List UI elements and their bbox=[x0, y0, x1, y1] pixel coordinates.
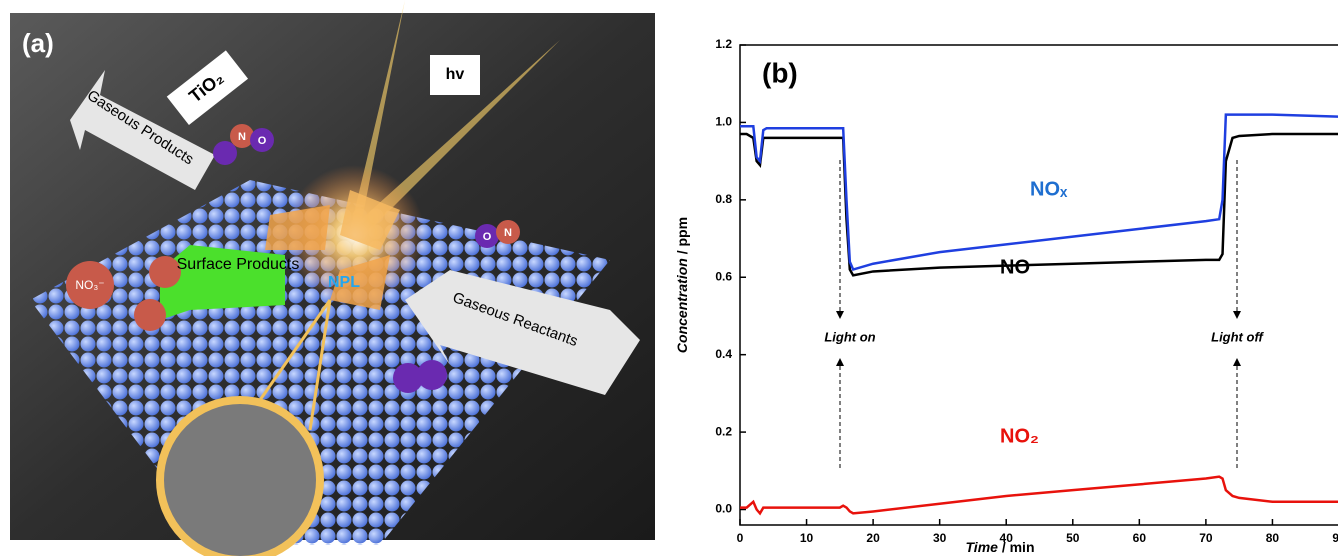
series-label: NO bbox=[1000, 256, 1030, 278]
inset-line bbox=[308, 299, 332, 431]
tem-inset bbox=[156, 396, 324, 556]
atom-label: N bbox=[504, 227, 512, 239]
x-tick-label: 60 bbox=[1133, 531, 1147, 545]
npl-label: NPL bbox=[328, 274, 360, 291]
x-tick-label: 50 bbox=[1066, 531, 1080, 545]
x-axis-unit: / min bbox=[1002, 539, 1035, 555]
y-tick-label: 1.2 bbox=[715, 37, 732, 51]
annotation: Light on bbox=[824, 329, 875, 344]
x-tick-label: 70 bbox=[1199, 531, 1213, 545]
x-tick-label: 80 bbox=[1266, 531, 1280, 545]
tio2-box bbox=[166, 50, 249, 125]
nanoplatelet bbox=[265, 205, 330, 250]
hv-box bbox=[430, 55, 480, 95]
molecule bbox=[66, 261, 114, 309]
x-tick-label: 10 bbox=[800, 531, 814, 545]
y-tick-label: 0.4 bbox=[715, 347, 732, 361]
molecule bbox=[496, 220, 520, 244]
y-tick-label: 0.8 bbox=[715, 192, 732, 206]
y-tick-label: 0.2 bbox=[715, 424, 732, 438]
molecule bbox=[250, 128, 274, 152]
nanoplatelet bbox=[340, 190, 400, 250]
x-tick-label: 0 bbox=[737, 531, 744, 545]
nanoplatelet bbox=[330, 255, 390, 310]
annotation: Light off bbox=[1211, 329, 1264, 344]
y-axis-title-main: Concentration bbox=[674, 258, 690, 353]
inset-line bbox=[258, 299, 332, 401]
x-axis-title: Time / min bbox=[966, 539, 1035, 555]
molecule bbox=[475, 224, 499, 248]
light-beam bbox=[355, 40, 560, 235]
atom-label: O bbox=[483, 231, 492, 243]
panel-label: (a) bbox=[22, 28, 54, 58]
x-tick-label: 20 bbox=[866, 531, 880, 545]
x-tick-label: 90 bbox=[1332, 531, 1338, 545]
molecule bbox=[230, 124, 254, 148]
surface-products: Surface Products bbox=[177, 256, 300, 273]
series-line bbox=[740, 475, 1338, 516]
plot-frame bbox=[739, 44, 1338, 526]
series-line bbox=[740, 132, 1338, 277]
molecule bbox=[213, 141, 237, 165]
y-tick-label: 0.6 bbox=[715, 269, 732, 283]
panel-label: (b) bbox=[762, 57, 798, 88]
arrow-reactants bbox=[405, 270, 640, 395]
chart: (b) NOₓ NO NO₂ Light on Light off Time /… bbox=[674, 57, 1265, 554]
series-label: NOₓ bbox=[1030, 178, 1068, 200]
y-tick-label: 0.0 bbox=[715, 502, 732, 516]
y-tick-label: 1.0 bbox=[715, 115, 732, 129]
x-tick-label: 30 bbox=[933, 531, 947, 545]
series-line bbox=[740, 113, 1338, 272]
no3-label: NO₃⁻ bbox=[75, 278, 104, 292]
atom-label: N bbox=[238, 131, 246, 143]
illustration: (a) hv TiO₂ Gaseous Products Surface Pro… bbox=[10, 0, 655, 556]
hv-label: hv bbox=[446, 66, 465, 83]
molecule bbox=[149, 256, 181, 288]
arrow-surface bbox=[160, 245, 285, 320]
x-axis-title-main: Time bbox=[966, 539, 999, 555]
x-tick-label: 40 bbox=[1000, 531, 1014, 545]
y-axis-unit: / ppm bbox=[674, 217, 690, 254]
molecule bbox=[417, 360, 447, 390]
arrow-products bbox=[70, 70, 215, 190]
atom-label: O bbox=[258, 135, 267, 147]
y-axis-title: Concentration / ppm bbox=[674, 217, 690, 353]
molecule bbox=[134, 299, 166, 331]
series-label: NO₂ bbox=[1000, 425, 1039, 447]
molecule bbox=[393, 363, 423, 393]
